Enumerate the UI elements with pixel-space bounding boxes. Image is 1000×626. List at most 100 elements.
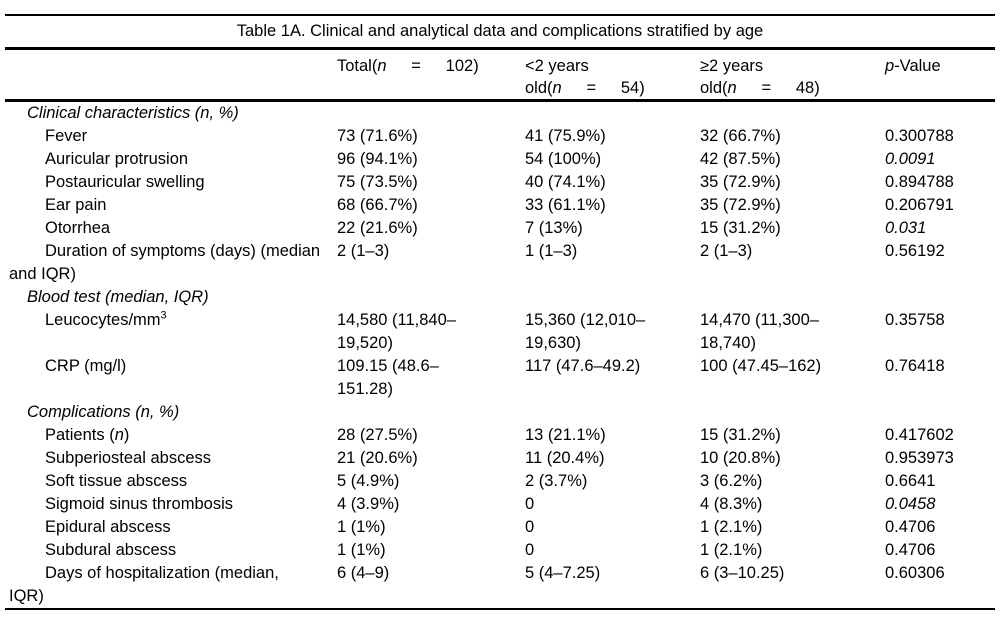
cell-total: 28 (27.5%) xyxy=(337,426,418,444)
cell-p-value: 0.60306 xyxy=(885,564,945,582)
cell-total: 75 (73.5%) xyxy=(337,173,418,191)
section-label: Blood test (median, IQR) xyxy=(27,288,209,306)
section-row: Blood test (median, IQR) xyxy=(5,286,995,309)
cell-over-2-years: 6 (3–10.25) xyxy=(700,564,785,582)
cell-under-2-years: 5 (4–7.25) xyxy=(525,564,601,582)
cell-over-2-years: 3 (6.2%) xyxy=(700,472,763,490)
table-row: Sigmoid sinus thrombosis 4 (3.9%) 0 4 (8.3%… xyxy=(5,493,995,516)
row-label: Sigmoid sinus thrombosis xyxy=(45,495,233,513)
section-row: Clinical characteristics (n, %) xyxy=(5,101,995,126)
table-row: Subdural abscess 1 (1%) 0 1 (2.1%) 0.4706 xyxy=(5,539,995,562)
cell-under-2-years: 41 (75.9%) xyxy=(525,127,606,145)
table-row: Ear pain 68 (66.7%) 33 (61.1%) 35 (72.9%) 0.… xyxy=(5,194,995,217)
cell-p-value: 0.56192 xyxy=(885,242,945,260)
cell-total: 14,580 (11,840– 19,520) xyxy=(337,311,456,352)
cell-total: 1 (1%) xyxy=(337,541,386,559)
data-table: Total(n = 102) <2 years old(n = 54) ≥2 year… xyxy=(5,50,995,608)
row-label: Ear pain xyxy=(45,196,107,214)
cell-over-2-years: 10 (20.8%) xyxy=(700,449,781,467)
cell-total: 4 (3.9%) xyxy=(337,495,400,513)
cell-over-2-years: 35 (72.9%) xyxy=(700,173,781,191)
cell-over-2-years: 42 (87.5%) xyxy=(700,150,781,168)
table-row: Otorrhea 22 (21.6%) 7 (13%) 15 (31.2%) 0.031 xyxy=(5,217,995,240)
cell-under-2-years: 0 xyxy=(525,541,535,559)
row-label: Soft tissue abscess xyxy=(45,472,188,490)
row-label: Epidural abscess xyxy=(45,518,171,536)
cell-p-value: 0.4706 xyxy=(885,541,936,559)
table-row: Soft tissue abscess 5 (4.9%) 2 (3.7%) 3 (6.… xyxy=(5,470,995,493)
table-body: Clinical characteristics (n, %) Fever 73 (… xyxy=(5,101,995,609)
cell-over-2-years: 1 (2.1%) xyxy=(700,541,763,559)
top-rule xyxy=(5,14,995,16)
cell-under-2-years: 54 (100%) xyxy=(525,150,602,168)
row-label: Duration of symptoms (days) (median and I… xyxy=(9,242,321,283)
cell-total: 22 (21.6%) xyxy=(337,219,418,237)
row-label: Otorrhea xyxy=(45,219,111,237)
section-row: Complications (n, %) xyxy=(5,401,995,424)
cell-under-2-years: 33 (61.1%) xyxy=(525,196,606,214)
cell-over-2-years: 4 (8.3%) xyxy=(700,495,763,513)
section-label: Clinical characteristics (n, %) xyxy=(27,104,239,122)
cell-under-2-years: 0 xyxy=(525,495,535,513)
row-label: Auricular protrusion xyxy=(45,150,189,168)
cell-over-2-years: 100 (47.45–162) xyxy=(700,357,822,375)
cell-p-value: 0.206791 xyxy=(885,196,954,214)
cell-under-2-years: 0 xyxy=(525,518,535,536)
section-label: Complications (n, %) xyxy=(27,403,180,421)
paper-page: Table 1A. Clinical and analytical data a… xyxy=(5,14,995,610)
cell-p-value: 0.4706 xyxy=(885,518,936,536)
cell-over-2-years: 14,470 (11,300– 18,740) xyxy=(700,311,819,352)
cell-p-value: 0.300788 xyxy=(885,127,954,145)
table-row: Patients (n) 28 (27.5%) 13 (21.1%) 15 (31.2… xyxy=(5,424,995,447)
cell-under-2-years: 15,360 (12,010– 19,630) xyxy=(525,311,646,352)
row-label: Days of hospitalization (median, IQR) xyxy=(9,564,279,605)
cell-total: 68 (66.7%) xyxy=(337,196,418,214)
column-header-total: Total(n = 102) xyxy=(337,50,525,102)
table-container: Table 1A. Clinical and analytical data a… xyxy=(5,14,995,610)
cell-total: 6 (4–9) xyxy=(337,564,390,582)
cell-under-2-years: 40 (74.1%) xyxy=(525,173,606,191)
row-label: Postauricular swelling xyxy=(45,173,205,191)
cell-total: 21 (20.6%) xyxy=(337,449,418,467)
table-row: Leucocytes/mm3 14,580 (11,840– 19,520) 15,3… xyxy=(5,309,995,355)
cell-total: 5 (4.9%) xyxy=(337,472,400,490)
cell-under-2-years: 7 (13%) xyxy=(525,219,583,237)
cell-p-value: 0.894788 xyxy=(885,173,954,191)
cell-under-2-years: 2 (3.7%) xyxy=(525,472,588,490)
cell-over-2-years: 15 (31.2%) xyxy=(700,426,781,444)
row-label: Subdural abscess xyxy=(45,541,177,559)
cell-p-value: 0.417602 xyxy=(885,426,954,444)
cell-p-value: 0.6641 xyxy=(885,472,936,490)
bottom-rule xyxy=(5,608,995,610)
cell-under-2-years: 13 (21.1%) xyxy=(525,426,606,444)
table-title: Table 1A. Clinical and analytical data a… xyxy=(236,22,764,40)
cell-p-value: 0.031 xyxy=(885,219,927,237)
cell-total: 96 (94.1%) xyxy=(337,150,418,168)
column-header-p-value: p-Value xyxy=(885,50,995,102)
table-row: Auricular protrusion 96 (94.1%) 54 (100%) 4… xyxy=(5,148,995,171)
cell-total: 1 (1%) xyxy=(337,518,386,536)
cell-total: 73 (71.6%) xyxy=(337,127,418,145)
row-label: Subperiosteal abscess xyxy=(45,449,212,467)
table-row: Days of hospitalization (median, IQR) 6 (4… xyxy=(5,562,995,608)
table-row: Fever 73 (71.6%) 41 (75.9%) 32 (66.7%) 0.300… xyxy=(5,125,995,148)
cell-over-2-years: 35 (72.9%) xyxy=(700,196,781,214)
header-row: Total(n = 102) <2 years old(n = 54) ≥2 year… xyxy=(5,50,995,102)
row-label: Patients (n) xyxy=(45,426,130,444)
cell-total: 2 (1–3) xyxy=(337,242,390,260)
cell-p-value: 0.0458 xyxy=(885,495,936,513)
cell-total: 109.15 (48.6– 151.28) xyxy=(337,357,439,398)
row-label-column-header xyxy=(5,50,337,102)
cell-over-2-years: 2 (1–3) xyxy=(700,242,753,260)
table-row: Epidural abscess 1 (1%) 0 1 (2.1%) 0.4706 xyxy=(5,516,995,539)
cell-under-2-years: 117 (47.6–49.2) xyxy=(525,357,641,375)
cell-p-value: 0.0091 xyxy=(885,150,936,168)
table-row: CRP (mg/l) 109.15 (48.6– 151.28) 117 (47.6–… xyxy=(5,355,995,401)
row-label: Leucocytes/mm3 xyxy=(45,309,167,329)
cell-over-2-years: 1 (2.1%) xyxy=(700,518,763,536)
cell-p-value: 0.953973 xyxy=(885,449,954,467)
cell-over-2-years: 15 (31.2%) xyxy=(700,219,781,237)
cell-p-value: 0.35758 xyxy=(885,311,945,329)
row-label: CRP (mg/l) xyxy=(45,357,127,375)
cell-over-2-years: 32 (66.7%) xyxy=(700,127,781,145)
